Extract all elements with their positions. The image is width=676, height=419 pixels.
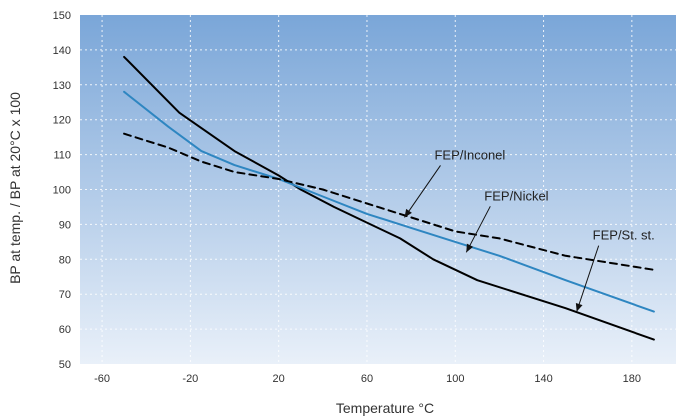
arrow-shaft-fep-nickel	[465, 206, 491, 253]
x-tick-label: 100	[446, 373, 464, 385]
label-fep-inconel: FEP/Inconel	[434, 147, 505, 162]
arrow-head-fep-inconel	[404, 208, 412, 218]
grid	[80, 15, 676, 364]
y-tick-label: 70	[59, 289, 71, 301]
x-tick-label: 20	[273, 373, 285, 385]
y-axis: 50 60 70 80 90 100 110 120 130 140 150	[53, 10, 71, 371]
arrow-shaft-fep-st-st	[576, 245, 600, 312]
series-line-fep-inconel	[123, 132, 655, 271]
annotations: FEP/Inconel FEP/Nickel FEP/St. st.	[404, 147, 655, 312]
y-tick-label: 150	[53, 10, 71, 22]
y-tick-label: 120	[53, 115, 71, 127]
y-tick-label: 90	[59, 219, 71, 231]
x-tick-label: 140	[534, 373, 552, 385]
series-group	[123, 55, 655, 341]
y-tick-label: 80	[59, 254, 71, 266]
x-axis: -60 -20 20 60 100 140 180	[94, 373, 641, 385]
y-axis-title: BP at temp. / BP at 20°C x 100	[7, 92, 23, 284]
y-tick-label: 130	[53, 80, 71, 92]
y-tick-label: 100	[53, 185, 71, 197]
series-line-fep-nickel	[123, 90, 655, 313]
x-tick-label: 180	[623, 373, 641, 385]
y-tick-label: 50	[59, 359, 71, 371]
y-tick-label: 140	[53, 45, 71, 57]
x-tick-label: -20	[182, 373, 198, 385]
series-line-fep-st-st	[123, 55, 655, 341]
arrow-head-fep-nickel	[466, 243, 474, 253]
label-fep-nickel: FEP/Nickel	[484, 188, 548, 203]
arrow-shaft-fep-inconel	[404, 165, 441, 218]
y-tick-label: 110	[53, 150, 71, 162]
x-axis-title: Temperature °C	[336, 400, 434, 416]
arrow-head-fep-st-st	[575, 302, 583, 312]
x-tick-label: -60	[94, 373, 110, 385]
label-fep-st-st: FEP/St. st.	[593, 228, 655, 243]
y-tick-label: 60	[59, 324, 71, 336]
x-tick-label: 60	[361, 373, 373, 385]
